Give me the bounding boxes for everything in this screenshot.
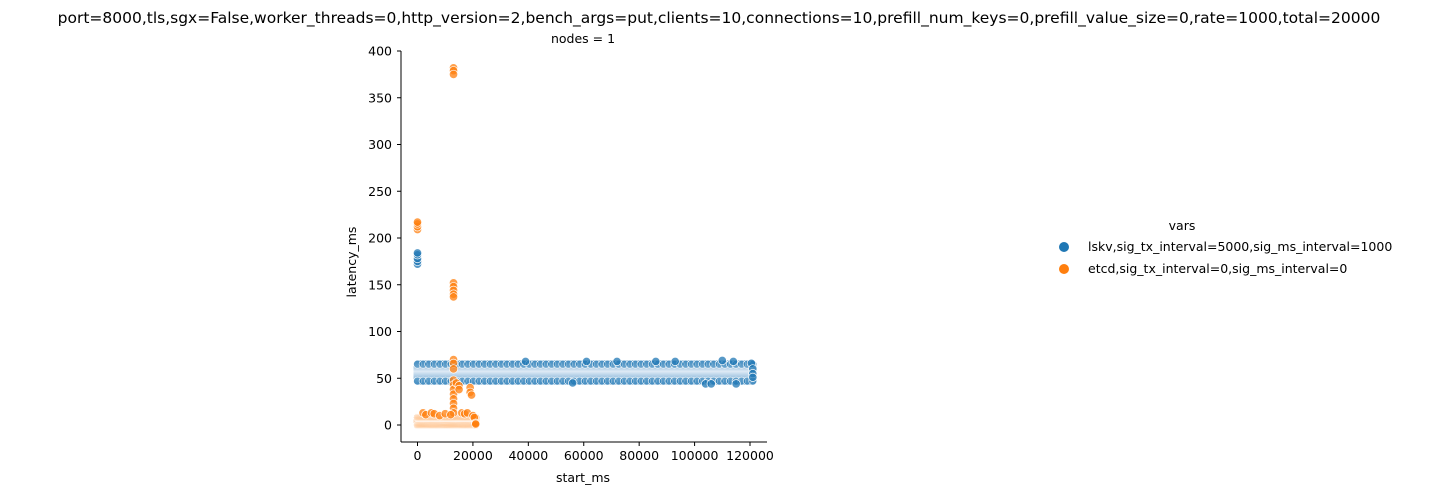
point-etcd: [446, 410, 456, 420]
point-lskv: [651, 356, 661, 366]
point-lskv: [521, 356, 531, 366]
x-tick-label: 100000: [671, 448, 719, 463]
y-tick-label: 100: [368, 324, 392, 339]
plot-area: [400, 51, 767, 443]
point-etcd: [454, 384, 464, 395]
legend-title: vars: [1169, 218, 1196, 233]
legend-marker-lskv: [1059, 242, 1069, 252]
point-etcd: [466, 390, 477, 400]
point-etcd: [448, 69, 459, 79]
x-tick-label: 60000: [564, 448, 604, 463]
point-lskv: [748, 372, 758, 382]
point-lskv: [581, 356, 592, 366]
y-axis: 0 50 100 150 200 250 300 350 400: [368, 44, 401, 433]
point-lskv: [728, 356, 738, 366]
y-tick-label: 250: [368, 184, 392, 199]
point-etcd: [448, 364, 459, 374]
y-tick-label: 150: [368, 277, 392, 292]
point-lskv: [612, 356, 622, 366]
point-etcd: [412, 217, 423, 227]
chart-title: port=8000,tls,sgx=False,worker_threads=0…: [58, 9, 1381, 28]
y-tick-label: 200: [368, 231, 392, 246]
point-lskv: [731, 379, 741, 389]
y-tick-label: 50: [376, 371, 392, 386]
legend-label-etcd: etcd,sig_tx_interval=0,sig_ms_interval=0: [1088, 261, 1347, 276]
legend-marker-etcd: [1059, 264, 1069, 274]
x-tick-label: 40000: [508, 448, 548, 463]
x-tick-label: 0: [414, 448, 422, 463]
y-tick-label: 0: [384, 418, 392, 433]
x-tick-label: 120000: [726, 448, 774, 463]
point-lskv: [706, 379, 716, 389]
point-lskv: [670, 356, 680, 366]
y-axis-label: latency_ms: [344, 227, 359, 298]
point-etcd: [471, 419, 481, 429]
point-etcd: [448, 292, 459, 302]
y-tick-label: 350: [368, 90, 392, 105]
y-tick-label: 300: [368, 137, 392, 152]
y-tick-label: 400: [368, 44, 392, 59]
point-lskv: [412, 248, 423, 258]
x-tick-label: 20000: [453, 448, 493, 463]
legend-label-lskv: lskv,sig_tx_interval=5000,sig_ms_interva…: [1088, 239, 1392, 254]
point-lskv: [568, 378, 578, 388]
x-axis-label: start_ms: [556, 470, 610, 485]
facet-subtitle: nodes = 1: [551, 31, 615, 46]
x-tick-label: 80000: [619, 448, 659, 463]
x-axis: 0 20000 40000 60000 80000 100000 120000: [414, 442, 774, 463]
legend: vars lskv,sig_tx_interval=5000,sig_ms_in…: [1059, 218, 1392, 276]
point-lskv: [717, 355, 727, 366]
